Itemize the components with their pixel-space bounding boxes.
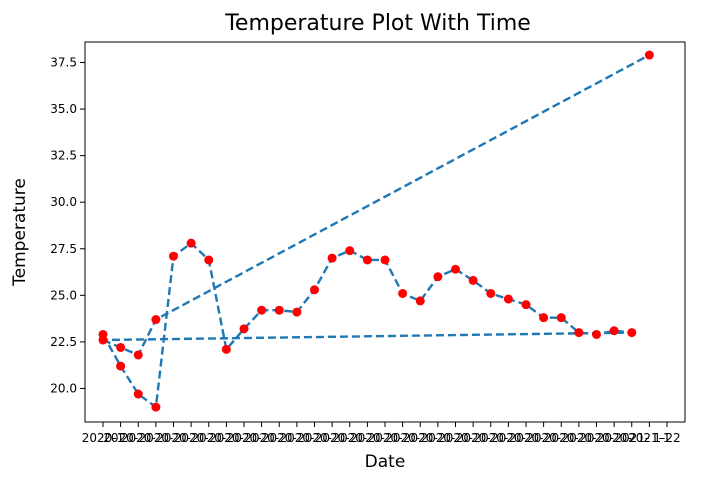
data-point xyxy=(398,288,408,298)
y-tick-label: 22.5 xyxy=(50,335,77,349)
x-tick-label: 2020- xyxy=(420,431,455,445)
x-tick-label: 2020- xyxy=(579,431,614,445)
x-tick-label: 2020- xyxy=(544,431,579,445)
y-tick-label: 32.5 xyxy=(50,149,77,163)
x-tick-label: 2020- xyxy=(244,431,279,445)
x-tick-label: 2020-1 xyxy=(82,431,125,445)
data-point xyxy=(539,313,549,323)
y-tick-label: 37.5 xyxy=(50,55,77,69)
x-tick-label: 2020- xyxy=(315,431,350,445)
chart-title: Temperature Plot With Time xyxy=(224,11,531,36)
x-tick-label: 2020- xyxy=(526,431,561,445)
x-tick-label: 2020- xyxy=(227,431,262,445)
data-point xyxy=(503,294,513,304)
x-tick-label: 2020- xyxy=(156,431,191,445)
data-point xyxy=(169,251,178,261)
data-point xyxy=(345,246,355,256)
data-point xyxy=(116,361,126,371)
data-point xyxy=(627,328,637,338)
y-tick-label: 35.0 xyxy=(50,102,77,116)
data-point xyxy=(556,313,566,323)
y-axis-label: Temperature xyxy=(10,178,30,287)
data-point xyxy=(433,272,443,282)
x-tick-label: 2020- xyxy=(103,431,138,445)
data-point xyxy=(609,326,619,336)
data-point xyxy=(327,253,337,263)
x-tick-label: 2020- xyxy=(209,431,244,445)
data-point xyxy=(133,389,143,399)
data-point xyxy=(221,344,231,354)
x-tick-label: 2020- xyxy=(561,431,596,445)
data-point xyxy=(468,275,478,285)
x-tick-label: 2020- xyxy=(368,431,403,445)
x-tick-label: 2020- xyxy=(438,431,473,445)
plot-area: 20.022.525.027.530.032.535.037.52020-120… xyxy=(50,41,686,445)
y-tick-label: 30.0 xyxy=(50,195,77,209)
data-point xyxy=(239,324,249,334)
data-point xyxy=(204,255,214,265)
x-tick-label: 2020- xyxy=(297,431,332,445)
x-tick-label: 2021- xyxy=(614,431,649,445)
x-tick-label: 2020- xyxy=(138,431,173,445)
data-point xyxy=(274,305,284,315)
x-tick-label: 2021-1 xyxy=(628,431,671,445)
x-tick-label: 2020- xyxy=(491,431,526,445)
data-point xyxy=(257,305,267,315)
x-tick-label: 1-22 xyxy=(653,431,680,445)
data-point xyxy=(151,402,161,412)
x-tick-label: 2020- xyxy=(473,431,508,445)
x-tick-label: 2020- xyxy=(597,431,632,445)
data-point xyxy=(133,350,143,360)
x-tick-label: 2020- xyxy=(350,431,385,445)
data-point xyxy=(574,328,584,338)
data-point xyxy=(362,255,372,265)
x-tick-label: 2020- xyxy=(121,431,156,445)
x-tick-label: 2020- xyxy=(509,431,544,445)
data-point xyxy=(415,296,425,306)
data-point xyxy=(451,264,460,274)
x-tick-label: 2020- xyxy=(191,431,226,445)
y-tick-label: 27.5 xyxy=(50,242,77,256)
x-tick-label: 2020- xyxy=(385,431,420,445)
data-point xyxy=(644,50,654,60)
data-point xyxy=(186,238,196,248)
data-point xyxy=(521,300,531,310)
x-axis-label: Date xyxy=(365,452,406,472)
data-point xyxy=(592,329,601,339)
x-tick-label: 2020- xyxy=(332,431,367,445)
y-tick-label: 20.0 xyxy=(50,381,77,395)
x-tick-label: 2020- xyxy=(279,431,314,445)
x-tick-label: 2020- xyxy=(262,431,297,445)
x-tick-label: 2020- xyxy=(456,431,491,445)
x-tick-label: 2020- xyxy=(403,431,438,445)
data-point xyxy=(116,342,126,352)
data-point xyxy=(292,307,302,317)
data-point xyxy=(151,315,161,325)
data-point xyxy=(486,288,496,298)
data-point xyxy=(98,329,108,339)
x-tick-label: 2020- xyxy=(174,431,209,445)
y-tick-label: 25.0 xyxy=(50,288,77,302)
data-point xyxy=(380,255,390,265)
data-point xyxy=(310,285,319,295)
